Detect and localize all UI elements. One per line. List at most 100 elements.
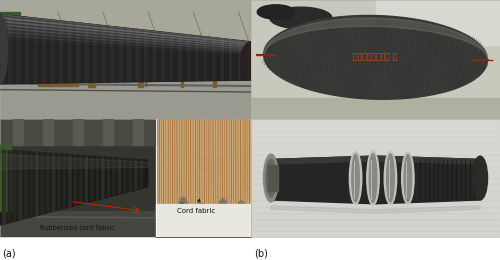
Bar xyxy=(251,149,500,155)
Ellipse shape xyxy=(472,156,488,200)
Polygon shape xyxy=(149,31,152,82)
Bar xyxy=(156,204,251,237)
Polygon shape xyxy=(0,21,251,48)
Ellipse shape xyxy=(384,152,396,205)
Bar xyxy=(0,120,156,145)
Bar xyxy=(376,0,500,46)
Polygon shape xyxy=(0,14,251,84)
Polygon shape xyxy=(170,33,173,81)
Polygon shape xyxy=(72,22,76,83)
Polygon shape xyxy=(221,38,224,81)
Polygon shape xyxy=(41,153,43,214)
Polygon shape xyxy=(19,151,22,220)
Bar xyxy=(251,196,500,202)
Polygon shape xyxy=(106,26,110,82)
Polygon shape xyxy=(46,153,49,213)
Bar xyxy=(251,131,500,137)
Polygon shape xyxy=(38,18,42,83)
Ellipse shape xyxy=(404,155,411,202)
Bar xyxy=(251,184,500,190)
Polygon shape xyxy=(108,158,110,197)
Bar xyxy=(251,125,500,131)
Bar xyxy=(251,155,500,160)
Polygon shape xyxy=(81,23,84,82)
Bar xyxy=(251,225,500,231)
Polygon shape xyxy=(30,152,33,217)
Polygon shape xyxy=(0,28,251,51)
Polygon shape xyxy=(234,40,236,80)
Polygon shape xyxy=(98,25,102,82)
Polygon shape xyxy=(271,206,480,213)
Ellipse shape xyxy=(386,154,394,202)
Polygon shape xyxy=(226,39,228,80)
Polygon shape xyxy=(140,160,142,188)
Bar xyxy=(0,12,20,66)
Bar xyxy=(251,207,500,213)
Ellipse shape xyxy=(367,151,379,205)
Polygon shape xyxy=(124,28,126,82)
Polygon shape xyxy=(144,30,148,82)
Polygon shape xyxy=(118,158,120,194)
Ellipse shape xyxy=(266,159,276,197)
Polygon shape xyxy=(238,40,240,80)
Polygon shape xyxy=(42,19,46,83)
Polygon shape xyxy=(69,155,71,207)
Bar xyxy=(38,70,78,86)
Polygon shape xyxy=(110,27,114,82)
Polygon shape xyxy=(264,15,488,99)
Polygon shape xyxy=(86,156,87,203)
Polygon shape xyxy=(135,160,136,190)
Polygon shape xyxy=(26,17,30,83)
Polygon shape xyxy=(136,29,139,82)
Polygon shape xyxy=(51,20,55,83)
Bar xyxy=(251,190,500,196)
Text: Rubberized cord fabric: Rubberized cord fabric xyxy=(40,225,115,231)
Bar xyxy=(73,120,83,145)
Polygon shape xyxy=(8,15,13,83)
Polygon shape xyxy=(113,158,115,195)
Bar xyxy=(156,120,251,237)
Bar xyxy=(42,120,52,145)
Bar xyxy=(251,231,500,237)
Bar xyxy=(138,72,143,87)
Bar xyxy=(180,73,183,87)
Polygon shape xyxy=(212,38,215,81)
Polygon shape xyxy=(76,23,80,82)
Polygon shape xyxy=(140,30,143,82)
Bar xyxy=(251,98,500,120)
Bar xyxy=(251,137,500,143)
Bar xyxy=(0,145,12,211)
Polygon shape xyxy=(2,150,6,224)
Polygon shape xyxy=(0,18,251,46)
Polygon shape xyxy=(64,21,68,83)
Bar xyxy=(251,160,500,166)
Text: 全螺旋锁定自锁管 一: 全螺旋锁定自锁管 一 xyxy=(354,53,398,62)
Polygon shape xyxy=(242,41,244,80)
Ellipse shape xyxy=(0,14,8,84)
Polygon shape xyxy=(271,156,480,164)
Text: (b): (b) xyxy=(254,249,268,259)
Bar xyxy=(88,72,96,87)
Polygon shape xyxy=(0,0,251,54)
Polygon shape xyxy=(271,156,480,204)
Polygon shape xyxy=(22,17,26,83)
Bar xyxy=(0,60,30,69)
Ellipse shape xyxy=(402,152,414,204)
Polygon shape xyxy=(80,155,82,204)
Polygon shape xyxy=(52,154,54,211)
Bar xyxy=(268,165,278,191)
Bar xyxy=(0,211,156,237)
Polygon shape xyxy=(204,37,206,81)
Polygon shape xyxy=(0,150,148,225)
Polygon shape xyxy=(64,154,66,209)
Ellipse shape xyxy=(350,152,362,204)
Polygon shape xyxy=(196,36,198,81)
Polygon shape xyxy=(132,29,135,82)
Polygon shape xyxy=(162,32,164,81)
Bar xyxy=(251,120,500,125)
Bar xyxy=(12,120,22,145)
Polygon shape xyxy=(17,16,21,83)
Polygon shape xyxy=(58,154,60,210)
Polygon shape xyxy=(115,27,118,82)
Polygon shape xyxy=(130,159,131,191)
